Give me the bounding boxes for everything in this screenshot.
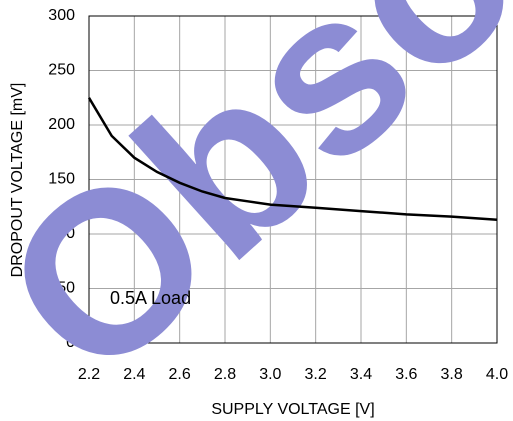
x-tick-label: 3.0 (259, 366, 281, 383)
plot-frame (88, 15, 498, 344)
y-tick-label: 150 (48, 171, 75, 188)
x-tick-label: 4.0 (486, 366, 508, 383)
y-tick-label: 100 (48, 225, 75, 242)
y-tick-label: 250 (48, 62, 75, 79)
y-axis-label: DROPOUT VOLTAGE [mV] (9, 83, 26, 278)
x-tick-label: 2.4 (123, 366, 145, 383)
y-tick-label: 200 (48, 116, 75, 133)
y-tick-label: 300 (48, 7, 75, 24)
x-tick-label: 3.4 (350, 366, 372, 383)
annotation: 0.5A Load (110, 288, 191, 308)
x-tick-label: 2.8 (214, 366, 236, 383)
x-tick-label: 3.8 (441, 366, 463, 383)
x-tick-label: 3.2 (305, 366, 327, 383)
y-tick-label: 50 (57, 280, 75, 297)
x-tick-label: 2.6 (169, 366, 191, 383)
y-tick-label: 0 (66, 334, 75, 351)
x-tick-label: 3.6 (395, 366, 417, 383)
data-line (87, 97, 498, 222)
x-tick-label: 2.2 (78, 366, 100, 383)
x-axis-label: SUPPLY VOLTAGE [V] (211, 401, 374, 418)
